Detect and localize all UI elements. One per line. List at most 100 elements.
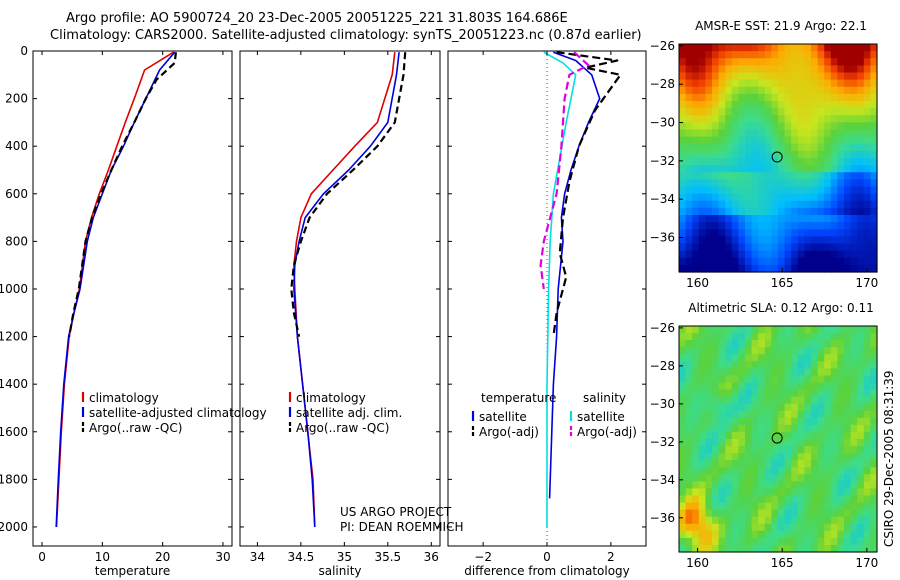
heatmap-cell bbox=[778, 488, 786, 497]
heatmap-cell bbox=[771, 250, 779, 259]
heatmap-cell bbox=[679, 200, 687, 209]
heatmap-cell bbox=[758, 361, 766, 369]
heatmap-cell bbox=[679, 186, 687, 195]
heatmap-cell bbox=[738, 502, 746, 511]
heatmap-cell bbox=[731, 93, 739, 102]
heatmap-cell bbox=[758, 229, 766, 237]
heatmap-cell bbox=[797, 467, 805, 475]
heatmap-cell bbox=[778, 460, 786, 468]
heatmap-cell bbox=[844, 86, 852, 95]
heatmap-cell bbox=[863, 243, 871, 252]
heatmap-cell bbox=[725, 165, 733, 173]
heatmap-cell bbox=[738, 495, 746, 504]
heatmap-cell bbox=[771, 354, 779, 362]
heatmap-cell bbox=[837, 44, 845, 52]
heatmap-cell bbox=[804, 215, 812, 223]
heatmap-cell bbox=[679, 229, 687, 237]
heatmap-cell bbox=[863, 396, 871, 405]
heatmap-cell bbox=[863, 439, 871, 447]
heatmap-cell bbox=[771, 410, 779, 419]
heatmap-cell bbox=[797, 215, 805, 223]
heatmap-cell bbox=[817, 250, 825, 259]
heatmap-cell bbox=[698, 193, 706, 202]
heatmap-cell bbox=[725, 136, 733, 145]
heatmap-cell bbox=[863, 150, 871, 159]
heatmap-cell bbox=[784, 333, 792, 341]
heatmap-cell bbox=[811, 229, 819, 237]
heatmap-cell bbox=[771, 65, 779, 74]
heatmap-cell bbox=[692, 129, 700, 138]
heatmap-cell bbox=[679, 375, 687, 384]
heatmap-cell bbox=[725, 453, 733, 461]
heatmap-cell bbox=[712, 460, 720, 468]
heatmap-cell bbox=[857, 179, 865, 188]
heatmap-cell bbox=[758, 481, 766, 490]
heatmap-cell bbox=[685, 424, 693, 433]
y-tick-label: −28 bbox=[650, 359, 675, 373]
heatmap-cell bbox=[731, 544, 739, 553]
heatmap-cell bbox=[725, 44, 733, 52]
heatmap-cell bbox=[811, 502, 819, 511]
heatmap-cell bbox=[764, 165, 772, 173]
heatmap-cell bbox=[791, 361, 799, 369]
heatmap-cell bbox=[850, 509, 858, 518]
heatmap-cell bbox=[797, 229, 805, 237]
heatmap-cell bbox=[824, 136, 832, 145]
heatmap-cell bbox=[692, 58, 700, 66]
heatmap-cell bbox=[718, 446, 726, 454]
heatmap-cell bbox=[830, 236, 838, 245]
heatmap-cell bbox=[778, 424, 786, 433]
heatmap-cell bbox=[679, 72, 687, 81]
map-title: AMSR-E SST: 21.9 Argo: 22.1 bbox=[695, 19, 867, 33]
heatmap-cell bbox=[797, 86, 805, 95]
heatmap-cell bbox=[837, 481, 845, 490]
heatmap-cell bbox=[771, 361, 779, 369]
heatmap-cell bbox=[797, 172, 805, 180]
heatmap-cell bbox=[745, 389, 753, 398]
heatmap-cell bbox=[784, 467, 792, 475]
heatmap-cell bbox=[731, 79, 739, 88]
heatmap-cell bbox=[764, 150, 772, 159]
heatmap-cell bbox=[705, 396, 713, 405]
heatmap-cell bbox=[758, 544, 766, 553]
heatmap-cell bbox=[850, 502, 858, 511]
heatmap-cell bbox=[870, 229, 878, 237]
heatmap-cell bbox=[797, 368, 805, 377]
heatmap-cell bbox=[705, 495, 713, 504]
heatmap-cell bbox=[771, 236, 779, 245]
heatmap-cell bbox=[738, 179, 746, 188]
heatmap-cell bbox=[863, 453, 871, 461]
heatmap-cell bbox=[705, 79, 713, 88]
heatmap-cell bbox=[804, 396, 812, 405]
heatmap-cell bbox=[778, 417, 786, 426]
heatmap-cell bbox=[764, 172, 772, 180]
heatmap-cell bbox=[705, 389, 713, 398]
heatmap-cell bbox=[679, 172, 687, 180]
heatmap-cell bbox=[863, 403, 871, 412]
heatmap-cell bbox=[784, 375, 792, 384]
heatmap-cell bbox=[817, 481, 825, 490]
heatmap-cell bbox=[679, 509, 687, 518]
heatmap-cell bbox=[857, 467, 865, 475]
heatmap-cell bbox=[797, 193, 805, 202]
heatmap-cell bbox=[850, 264, 858, 273]
heatmap-cell bbox=[850, 446, 858, 454]
heatmap-cell bbox=[830, 136, 838, 145]
heatmap-cell bbox=[698, 236, 706, 245]
heatmap-cell bbox=[725, 86, 733, 95]
heatmap-cell bbox=[731, 488, 739, 497]
heatmap-cell bbox=[758, 474, 766, 482]
heatmap-cell bbox=[705, 250, 713, 259]
heatmap-cell bbox=[712, 207, 720, 216]
heatmap-cell bbox=[685, 544, 693, 553]
y-tick-label: −26 bbox=[650, 321, 675, 335]
heatmap-cell bbox=[771, 382, 779, 391]
heatmap-cell bbox=[731, 347, 739, 355]
heatmap-cell bbox=[857, 264, 865, 273]
heatmap-cell bbox=[857, 417, 865, 426]
heatmap-cell bbox=[738, 389, 746, 398]
heatmap-cell bbox=[745, 222, 753, 230]
heatmap-cell bbox=[731, 439, 739, 447]
heatmap-cell bbox=[830, 72, 838, 81]
heatmap-cell bbox=[725, 396, 733, 405]
